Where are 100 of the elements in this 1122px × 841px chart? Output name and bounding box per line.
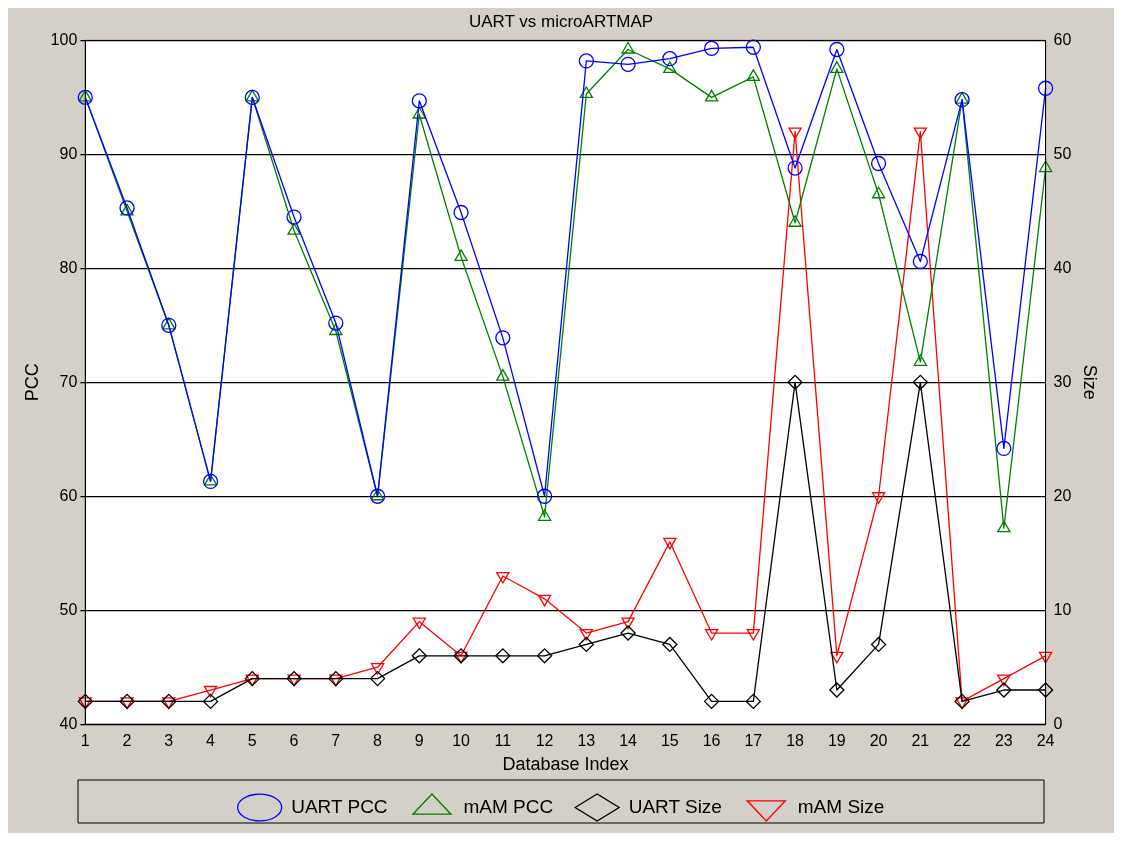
point	[244, 670, 260, 687]
point	[203, 473, 218, 486]
point	[787, 374, 803, 390]
point	[286, 209, 302, 225]
point	[955, 697, 969, 710]
point	[746, 628, 761, 641]
point	[829, 41, 845, 58]
x-tick-label: 11	[494, 732, 512, 750]
point	[328, 670, 344, 687]
point	[411, 93, 427, 109]
point	[453, 204, 469, 221]
point	[77, 89, 93, 106]
legend-label: UART Size	[628, 795, 722, 817]
point	[329, 674, 343, 687]
point	[912, 253, 928, 270]
point	[244, 89, 260, 106]
point	[536, 648, 553, 664]
y-tick-label: 80	[59, 258, 78, 276]
point	[579, 86, 594, 99]
point	[120, 697, 134, 710]
legend-label: UART PCC	[291, 795, 388, 817]
point	[202, 693, 219, 710]
point	[370, 663, 385, 675]
point	[704, 89, 719, 102]
x-tick-label: 21	[911, 732, 930, 750]
point	[703, 40, 720, 57]
point	[245, 674, 260, 687]
y2-tick-label: 20	[1053, 486, 1072, 504]
x-tick-label: 7	[331, 732, 341, 750]
point	[369, 670, 386, 687]
point	[287, 674, 301, 687]
x-tick-label: 4	[206, 732, 216, 750]
point	[830, 61, 844, 74]
point	[78, 89, 93, 102]
x-tick-label: 14	[619, 732, 638, 750]
point	[578, 53, 594, 69]
point	[954, 693, 970, 710]
point	[997, 520, 1011, 533]
point	[788, 127, 802, 140]
point	[913, 354, 928, 366]
x-tick-label: 3	[164, 732, 174, 750]
point	[663, 61, 677, 74]
point	[329, 323, 343, 336]
point	[997, 674, 1011, 687]
point	[871, 492, 886, 504]
point	[245, 89, 260, 102]
point	[788, 215, 802, 227]
point	[870, 636, 887, 653]
point	[1037, 80, 1054, 96]
point	[1038, 651, 1053, 664]
point	[412, 617, 427, 630]
x-tick-label: 18	[786, 732, 805, 750]
point	[286, 670, 302, 687]
point	[579, 628, 594, 641]
point	[202, 473, 219, 490]
point	[537, 509, 552, 521]
point	[578, 636, 594, 653]
y-tick-label: 60	[59, 486, 78, 504]
y2-tick-label: 0	[1053, 714, 1063, 732]
x-tick-label: 13	[577, 732, 596, 750]
y2-tick-label: 30	[1053, 372, 1072, 390]
legend-label: mAM Size	[797, 795, 885, 817]
point	[454, 249, 468, 262]
x-tick-label: 8	[373, 732, 383, 750]
x-tick-label: 9	[414, 732, 424, 750]
x-tick-label: 19	[827, 732, 846, 750]
point	[621, 41, 635, 54]
y-axis-title: PCC	[21, 363, 42, 402]
y-tick-label: 50	[59, 600, 78, 618]
y-tick-label: 40	[59, 714, 78, 732]
x-tick-label: 20	[869, 732, 888, 750]
x-tick-label: 16	[702, 732, 721, 750]
point	[829, 682, 845, 698]
point	[77, 693, 93, 710]
point	[745, 39, 761, 55]
point	[912, 374, 928, 390]
point	[745, 693, 761, 710]
y2-tick-label: 50	[1053, 144, 1072, 162]
point	[830, 651, 844, 664]
point	[955, 92, 969, 104]
legend-label: mAM PCC	[463, 795, 554, 817]
point	[1037, 682, 1054, 698]
x-tick-label: 17	[744, 732, 763, 750]
x-axis-title: Database Index	[502, 754, 629, 775]
x-tick-label: 23	[994, 732, 1013, 750]
point	[704, 628, 719, 641]
point	[703, 693, 720, 710]
point	[620, 625, 636, 641]
point	[411, 648, 427, 664]
point	[328, 315, 344, 331]
y2-tick-label: 10	[1053, 600, 1072, 618]
x-tick-label: 15	[660, 732, 679, 750]
point	[495, 648, 511, 664]
point	[496, 571, 510, 584]
point	[620, 56, 636, 72]
point	[1038, 160, 1053, 173]
x-tick-label: 22	[953, 732, 972, 750]
point	[536, 488, 553, 504]
point	[746, 69, 761, 82]
x-tick-label: 12	[535, 732, 554, 750]
